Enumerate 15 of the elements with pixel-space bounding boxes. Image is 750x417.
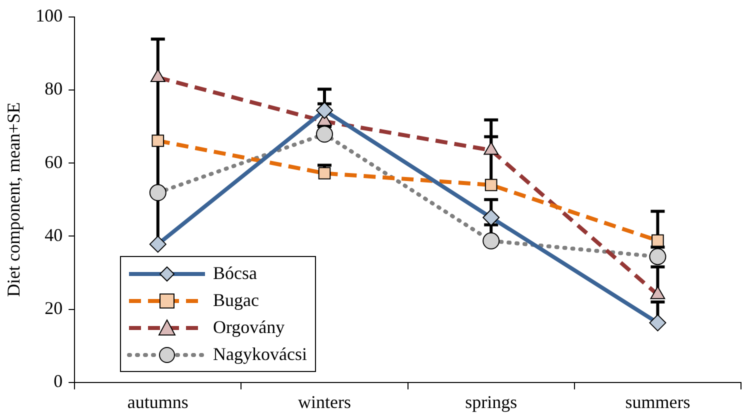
x-tick-label: winters <box>298 392 351 412</box>
y-tick-label: 20 <box>44 298 63 318</box>
y-tick-label: 80 <box>44 78 63 99</box>
legend-label: Bócsa <box>213 263 257 284</box>
y-tick-label: 0 <box>54 371 63 392</box>
legend-label: Orgovány <box>213 317 285 338</box>
legend-label: Bugac <box>213 290 259 311</box>
y-tick-label: 100 <box>36 6 63 26</box>
legend-label: Nagykovácsi <box>213 344 307 365</box>
x-tick-label: springs <box>465 392 518 412</box>
x-tick-label: summers <box>625 392 690 412</box>
y-axis-title: Diet component, mean+SE <box>4 102 24 297</box>
y-tick-label: 60 <box>44 152 63 172</box>
x-tick-label: autumns <box>127 392 188 412</box>
y-tick-label: 40 <box>44 224 63 245</box>
